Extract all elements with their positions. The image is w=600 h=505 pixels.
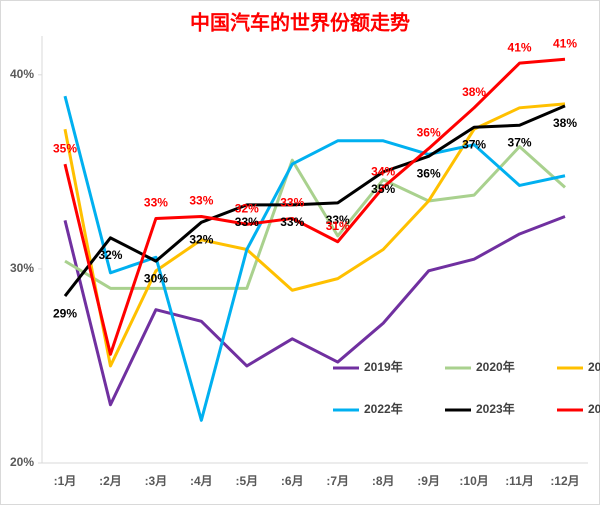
legend-label: 2023年	[476, 401, 515, 416]
x-tick-label: :12月	[550, 474, 579, 488]
chart-title: 中国汽车的世界份额走势	[190, 10, 410, 34]
data-label: 34%	[371, 165, 395, 179]
x-tick-label: :8月	[372, 474, 395, 488]
x-tick-label: :1月	[54, 474, 77, 488]
series-line	[63, 57, 566, 356]
data-label: 33%	[326, 213, 350, 227]
data-label: 33%	[280, 196, 304, 210]
y-tick-label: 30%	[10, 261, 34, 275]
series-line	[63, 95, 566, 422]
data-label: 41%	[508, 40, 532, 54]
data-label: 33%	[280, 215, 304, 229]
legend-label: 2020年	[476, 359, 515, 374]
y-tick-label: 20%	[10, 455, 34, 469]
y-tick-label: 40%	[10, 67, 34, 81]
legend-label: 2024年	[588, 401, 600, 416]
data-label: 33%	[235, 215, 259, 229]
x-tick-label: :2月	[99, 474, 122, 488]
legend-label: 2021年	[588, 359, 600, 374]
data-label: 35%	[53, 141, 77, 155]
series-line	[63, 215, 566, 407]
x-tick-label: :4月	[190, 474, 213, 488]
data-label: 30%	[144, 271, 168, 285]
legend-label: 2019年	[364, 359, 403, 374]
data-label: 38%	[553, 116, 577, 130]
data-label: 29%	[53, 306, 77, 320]
data-label: 38%	[462, 85, 486, 99]
data-label: 35%	[371, 182, 395, 196]
x-tick-label: :5月	[235, 474, 258, 488]
data-label: 32%	[98, 248, 122, 262]
data-label: 33%	[144, 196, 168, 210]
x-tick-label: :3月	[145, 474, 168, 488]
series-line	[63, 104, 566, 298]
data-label: 36%	[417, 167, 441, 181]
x-tick-label: :10月	[459, 474, 488, 488]
data-label: 33%	[189, 194, 213, 208]
data-label: 36%	[417, 126, 441, 140]
x-tick-label: :6月	[281, 474, 304, 488]
data-label: 32%	[235, 201, 259, 215]
x-tick-label: :11月	[505, 474, 534, 488]
data-label: 32%	[189, 232, 213, 246]
x-tick-label: :9月	[417, 474, 440, 488]
data-label: 37%	[462, 137, 486, 151]
data-label: 37%	[508, 135, 532, 149]
data-label: 41%	[553, 36, 577, 50]
data-label: 31%	[326, 219, 350, 233]
x-tick-label: :7月	[326, 474, 349, 488]
legend-label: 2022年	[364, 401, 403, 416]
